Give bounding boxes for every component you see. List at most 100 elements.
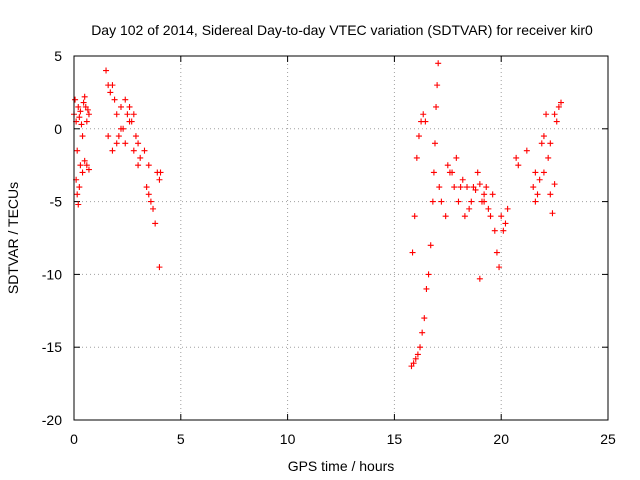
data-point bbox=[117, 103, 124, 110]
data-point bbox=[83, 162, 90, 169]
data-point bbox=[551, 111, 558, 118]
data-point bbox=[419, 329, 426, 336]
data-point bbox=[105, 133, 112, 140]
data-point bbox=[530, 184, 537, 191]
x-tick-label: 20 bbox=[493, 431, 509, 447]
data-point bbox=[491, 227, 498, 234]
data-point bbox=[417, 344, 424, 351]
data-point bbox=[487, 213, 494, 220]
data-point bbox=[126, 103, 133, 110]
data-point bbox=[498, 213, 505, 220]
data-point bbox=[461, 213, 468, 220]
data-point bbox=[422, 118, 429, 125]
data-point bbox=[430, 169, 437, 176]
data-point bbox=[468, 198, 475, 205]
data-point bbox=[130, 111, 137, 118]
data-points bbox=[71, 60, 565, 370]
data-point bbox=[543, 111, 550, 118]
y-tick-label: 0 bbox=[54, 121, 62, 137]
data-point bbox=[84, 106, 91, 113]
data-point bbox=[423, 285, 430, 292]
data-point bbox=[489, 191, 496, 198]
data-point bbox=[457, 184, 464, 191]
data-point bbox=[77, 108, 84, 115]
data-point bbox=[76, 184, 83, 191]
data-point bbox=[420, 111, 427, 118]
data-point bbox=[532, 198, 539, 205]
data-point bbox=[431, 140, 438, 147]
data-point bbox=[549, 210, 556, 217]
data-point bbox=[551, 181, 558, 188]
data-point bbox=[459, 176, 466, 183]
data-point bbox=[433, 103, 440, 110]
x-tick-label: 25 bbox=[600, 431, 616, 447]
data-point bbox=[474, 169, 481, 176]
data-point bbox=[555, 103, 562, 110]
data-point bbox=[411, 213, 418, 220]
data-point bbox=[79, 133, 86, 140]
data-point bbox=[466, 205, 473, 212]
data-point bbox=[85, 111, 92, 118]
y-tick-label: -20 bbox=[42, 412, 62, 428]
data-point bbox=[534, 191, 541, 198]
x-tick-label: 15 bbox=[387, 431, 403, 447]
data-point bbox=[451, 184, 458, 191]
data-point bbox=[83, 118, 90, 125]
data-point bbox=[103, 67, 110, 74]
data-point bbox=[81, 157, 88, 164]
data-point bbox=[485, 205, 492, 212]
data-point bbox=[421, 315, 428, 322]
data-point bbox=[124, 111, 131, 118]
data-point bbox=[481, 191, 488, 198]
data-point bbox=[540, 169, 547, 176]
data-point bbox=[413, 154, 420, 161]
data-point bbox=[135, 140, 142, 147]
data-point bbox=[515, 162, 522, 169]
data-point bbox=[156, 264, 163, 271]
data-point bbox=[77, 162, 84, 169]
plot-frame bbox=[73, 55, 609, 421]
data-point bbox=[476, 275, 483, 282]
data-point bbox=[109, 82, 116, 89]
data-point bbox=[412, 355, 419, 362]
data-point bbox=[435, 60, 442, 67]
data-point bbox=[137, 154, 144, 161]
data-point bbox=[81, 93, 88, 100]
data-point bbox=[145, 191, 152, 198]
chart-title: Day 102 of 2014, Sidereal Day-to-day VTE… bbox=[91, 22, 593, 38]
y-tick-label: -5 bbox=[50, 194, 63, 210]
data-point bbox=[74, 147, 81, 154]
data-point bbox=[483, 184, 490, 191]
data-point bbox=[464, 184, 471, 191]
data-point bbox=[72, 96, 79, 103]
data-point bbox=[513, 154, 520, 161]
data-point bbox=[558, 99, 565, 106]
data-point bbox=[150, 205, 157, 212]
data-point bbox=[85, 166, 92, 173]
data-point bbox=[436, 184, 443, 191]
y-tick-label: -15 bbox=[42, 339, 62, 355]
data-point bbox=[80, 99, 87, 106]
data-point bbox=[115, 133, 122, 140]
data-point bbox=[434, 82, 441, 89]
data-point bbox=[429, 198, 436, 205]
data-point bbox=[152, 220, 159, 227]
data-point bbox=[449, 169, 456, 176]
data-point bbox=[156, 176, 163, 183]
data-point bbox=[135, 162, 142, 169]
y-tick-label: -10 bbox=[42, 266, 62, 282]
data-point bbox=[410, 360, 417, 367]
data-point bbox=[130, 147, 137, 154]
data-point bbox=[409, 249, 416, 256]
axis-ticks: 0 5 10 15 20 25 5 0 -5 -10 -15 -20 bbox=[42, 48, 616, 447]
y-tick-label: 5 bbox=[54, 48, 62, 64]
data-point bbox=[470, 184, 477, 191]
data-point bbox=[126, 118, 133, 125]
data-point bbox=[502, 220, 509, 227]
data-point bbox=[122, 140, 129, 147]
data-point bbox=[107, 89, 114, 96]
data-point bbox=[425, 271, 432, 278]
data-point bbox=[547, 140, 554, 147]
data-point bbox=[536, 176, 543, 183]
data-point bbox=[455, 198, 462, 205]
